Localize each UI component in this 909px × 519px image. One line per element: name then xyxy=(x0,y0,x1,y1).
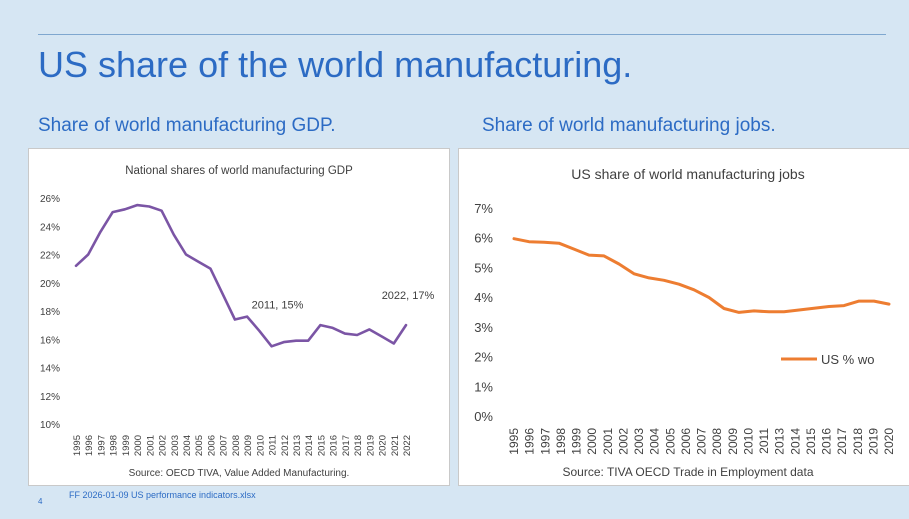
x-tick-label: 2002 xyxy=(158,435,169,456)
x-tick-label: 2001 xyxy=(145,435,156,456)
jobs-chart-panel: US share of world manufacturing jobs 0% 1%… xyxy=(458,148,909,486)
x-tick-label: 2008 xyxy=(710,428,724,455)
x-tick-label: 2008 xyxy=(231,435,242,456)
chart-title: US share of world manufacturing jobs xyxy=(571,166,804,182)
x-tick-label: 2013 xyxy=(773,428,787,455)
y-tick-label: 20% xyxy=(40,279,60,290)
data-label: 2022, 17% xyxy=(382,290,435,302)
x-tick-label: 2015 xyxy=(316,435,327,456)
x-tick-label: 2014 xyxy=(788,428,802,455)
x-tick-label: 2005 xyxy=(194,435,205,456)
chart-title: National shares of world manufacturing G… xyxy=(125,165,353,177)
x-tick-label: 2003 xyxy=(632,428,646,455)
y-tick-label: 6% xyxy=(474,231,493,246)
legend-label: US % wo xyxy=(821,352,874,367)
y-tick-label: 0% xyxy=(474,409,493,424)
x-tick-label: 2018 xyxy=(353,435,364,456)
x-tick-label: 2014 xyxy=(304,435,315,456)
slide-title: US share of the world manufacturing. xyxy=(38,44,633,85)
gdp-chart-panel: National shares of world manufacturing G… xyxy=(28,148,450,486)
page-number: 4 xyxy=(38,497,43,506)
x-tick-label: 2007 xyxy=(695,428,709,455)
x-tick-label: 2020 xyxy=(378,435,389,456)
x-tick-label: 2010 xyxy=(741,428,755,455)
x-tick-label: 1999 xyxy=(121,435,132,456)
x-tick-label: 2003 xyxy=(170,435,181,456)
x-tick-label: 1996 xyxy=(523,428,537,455)
x-tick-label: 2006 xyxy=(679,428,693,455)
y-tick-label: 4% xyxy=(474,290,493,305)
x-tick-label: 2012 xyxy=(280,435,291,456)
x-tick-label: 2010 xyxy=(255,435,266,456)
x-tick-label: 2009 xyxy=(726,428,740,455)
x-tick-label: 1999 xyxy=(570,428,584,455)
x-tick-label: 1997 xyxy=(96,435,107,456)
y-tick-label: 14% xyxy=(40,364,60,375)
y-tick-label: 22% xyxy=(40,251,60,262)
series-line xyxy=(512,237,891,314)
x-tick-label: 2020 xyxy=(882,428,896,455)
x-tick-label: 2015 xyxy=(804,428,818,455)
x-tick-label: 2005 xyxy=(663,428,677,455)
x-tick-label: 2004 xyxy=(648,428,662,455)
y-tick-label: 24% xyxy=(40,222,60,233)
y-tick-label: 10% xyxy=(40,420,60,431)
x-tick-label: 2006 xyxy=(206,435,217,456)
x-tick-label: 1995 xyxy=(507,428,521,455)
x-tick-label: 1998 xyxy=(554,428,568,455)
y-tick-label: 26% xyxy=(40,194,60,205)
chart-source: Source: TIVA OECD Trade in Employment da… xyxy=(562,465,813,479)
x-tick-label: 2019 xyxy=(866,428,880,455)
footer-filename: FF 2026-01-09 US performance indicators.… xyxy=(69,490,256,500)
data-label: 2011, 15% xyxy=(252,299,304,311)
x-tick-label: 1997 xyxy=(538,428,552,455)
x-tick-label: 2016 xyxy=(820,428,834,455)
gdp-section-heading: Share of world manufacturing GDP. xyxy=(38,115,336,136)
x-tick-label: 2021 xyxy=(390,435,401,456)
x-tick-label: 2000 xyxy=(133,435,144,456)
x-tick-label: 2017 xyxy=(341,435,352,456)
x-tick-label: 2022 xyxy=(402,435,413,456)
x-tick-label: 1996 xyxy=(84,435,95,456)
x-tick-label: 2009 xyxy=(243,435,254,456)
x-tick-label: 2017 xyxy=(835,428,849,455)
x-tick-label: 2011 xyxy=(268,435,279,455)
x-tick-label: 2018 xyxy=(851,428,865,455)
x-tick-label: 2000 xyxy=(585,428,599,455)
x-tick-label: 2016 xyxy=(329,435,340,456)
series-line xyxy=(74,203,408,348)
y-tick-label: 12% xyxy=(40,392,60,403)
x-tick-label: 2019 xyxy=(365,435,376,456)
x-tick-label: 1998 xyxy=(109,435,120,456)
y-tick-label: 16% xyxy=(40,335,60,346)
x-tick-label: 2011 xyxy=(757,428,771,454)
y-tick-label: 1% xyxy=(474,379,493,394)
y-tick-label: 2% xyxy=(474,350,493,365)
x-tick-label: 2007 xyxy=(219,435,230,456)
jobs-chart: US share of world manufacturing jobs 0% 1%… xyxy=(474,166,896,479)
jobs-section-heading: Share of world manufacturing jobs. xyxy=(482,115,776,136)
x-tick-label: 2004 xyxy=(182,435,193,456)
x-tick-label: 2013 xyxy=(292,435,303,456)
y-tick-label: 7% xyxy=(474,201,493,216)
x-tick-label: 2002 xyxy=(616,428,630,455)
y-tick-label: 5% xyxy=(474,260,493,275)
title-rule xyxy=(38,34,886,35)
y-tick-label: 3% xyxy=(474,320,493,335)
x-tick-label: 1995 xyxy=(72,435,83,456)
gdp-chart: National shares of world manufacturing G… xyxy=(40,165,435,479)
x-tick-label: 2001 xyxy=(601,428,615,455)
y-tick-label: 18% xyxy=(40,307,60,318)
chart-source: Source: OECD TIVA, Value Added Manufactu… xyxy=(129,468,350,479)
